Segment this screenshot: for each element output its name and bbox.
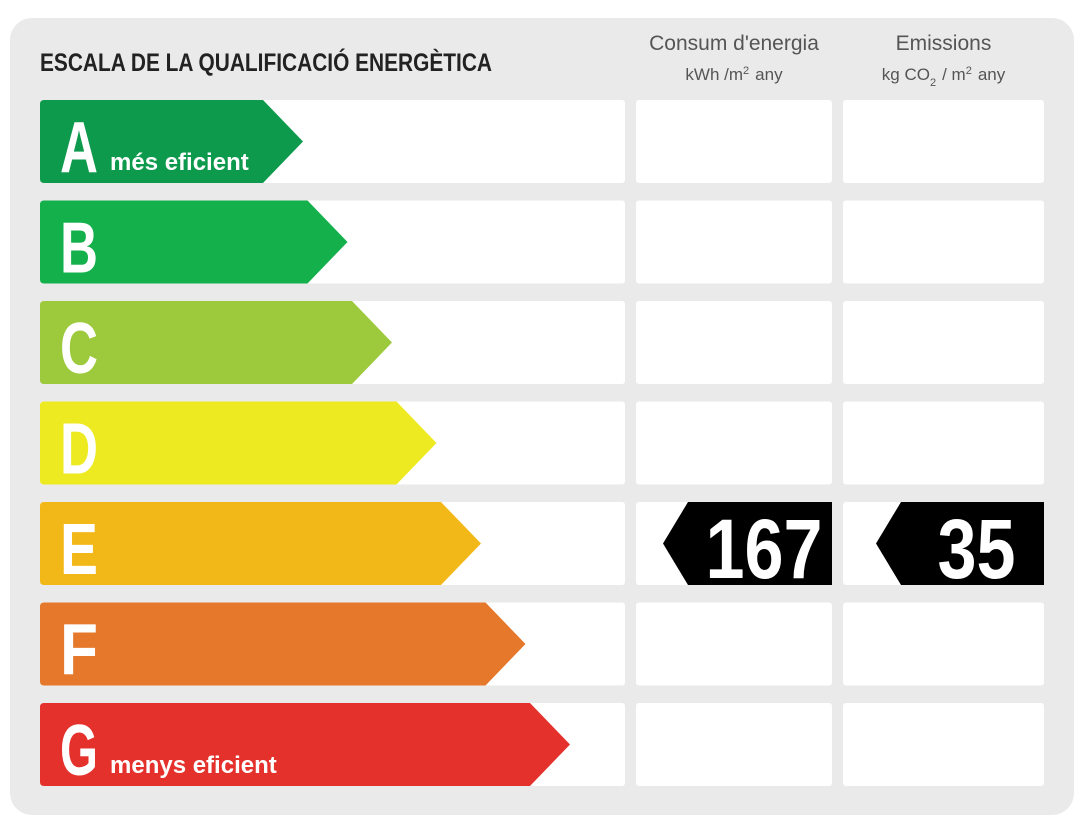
rating-letter: F: [60, 611, 98, 691]
unit-part: any: [755, 65, 783, 84]
value-cell: [636, 602, 832, 686]
value-cell: [843, 200, 1044, 284]
rating-description: més eficient: [110, 149, 249, 176]
title: ESCALA DE LA QUALIFICACIÓ ENERGÈTICA: [40, 47, 492, 77]
unit-part: kWh /m: [685, 65, 743, 84]
value-cell: [636, 401, 832, 485]
rating-arrow: [40, 200, 348, 284]
rating-marker: [876, 502, 1044, 585]
rating-letter: G: [60, 711, 98, 791]
rating-arrow: [40, 301, 392, 384]
rating-letter: B: [60, 209, 98, 289]
rating-letter: D: [60, 410, 98, 490]
value-cell: [636, 703, 832, 786]
column-unit: kWh /m2 any: [685, 65, 783, 84]
value-cell: [843, 703, 1044, 786]
rating-description: menys eficient: [110, 752, 277, 779]
unit-part: kg CO: [882, 65, 930, 84]
rating-letter: C: [60, 309, 98, 389]
value-cell: [636, 301, 832, 384]
rating-value: 167: [706, 502, 823, 596]
value-cell: [843, 602, 1044, 686]
value-cell: [636, 200, 832, 284]
rating-marker: [663, 502, 832, 585]
rating-arrow: [40, 100, 303, 183]
rating-value: 35: [938, 502, 1016, 596]
rating-arrow: [40, 502, 481, 585]
column-title: Consum d'energia: [649, 32, 819, 55]
unit-part: any: [978, 65, 1006, 84]
rating-arrow: [40, 602, 526, 686]
value-cell: [636, 100, 832, 183]
rating-arrow: [40, 401, 437, 485]
unit-part: 2: [966, 65, 972, 77]
column-title: Emissions: [896, 32, 992, 55]
unit-part: 2: [930, 77, 936, 89]
unit-part: / m: [942, 65, 966, 84]
value-cell: [843, 100, 1044, 183]
rating-arrow: [40, 703, 570, 786]
rating-letter: E: [60, 510, 98, 590]
value-cell: [843, 301, 1044, 384]
unit-part: 2: [743, 65, 749, 77]
column-unit: kg CO2/ m2 any: [882, 65, 1006, 89]
value-cell: [843, 401, 1044, 485]
rating-letter: A: [60, 108, 98, 188]
